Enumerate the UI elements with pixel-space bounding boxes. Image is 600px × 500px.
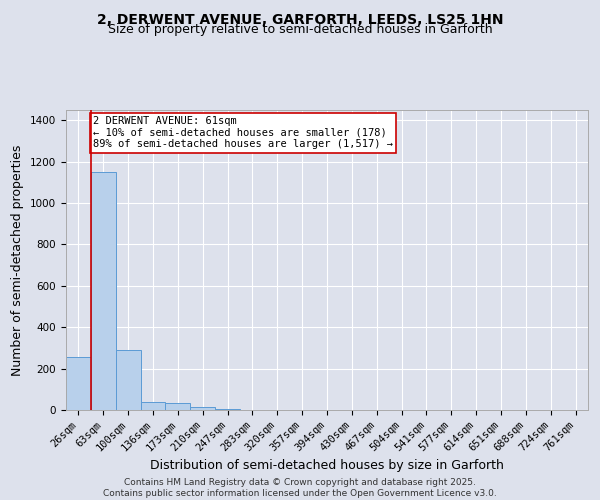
Bar: [140, 402, 166, 410]
Bar: [91, 172, 116, 410]
Text: Contains HM Land Registry data © Crown copyright and database right 2025.
Contai: Contains HM Land Registry data © Crown c…: [103, 478, 497, 498]
Bar: [66, 356, 91, 410]
Bar: [190, 408, 215, 410]
Y-axis label: Number of semi-detached properties: Number of semi-detached properties: [11, 144, 25, 376]
Text: Size of property relative to semi-detached houses in Garforth: Size of property relative to semi-detach…: [107, 22, 493, 36]
Bar: [215, 409, 240, 410]
Bar: [166, 404, 190, 410]
Bar: [116, 350, 140, 410]
X-axis label: Distribution of semi-detached houses by size in Garforth: Distribution of semi-detached houses by …: [150, 459, 504, 472]
Text: 2 DERWENT AVENUE: 61sqm
← 10% of semi-detached houses are smaller (178)
89% of s: 2 DERWENT AVENUE: 61sqm ← 10% of semi-de…: [94, 116, 394, 150]
Text: 2, DERWENT AVENUE, GARFORTH, LEEDS, LS25 1HN: 2, DERWENT AVENUE, GARFORTH, LEEDS, LS25…: [97, 12, 503, 26]
